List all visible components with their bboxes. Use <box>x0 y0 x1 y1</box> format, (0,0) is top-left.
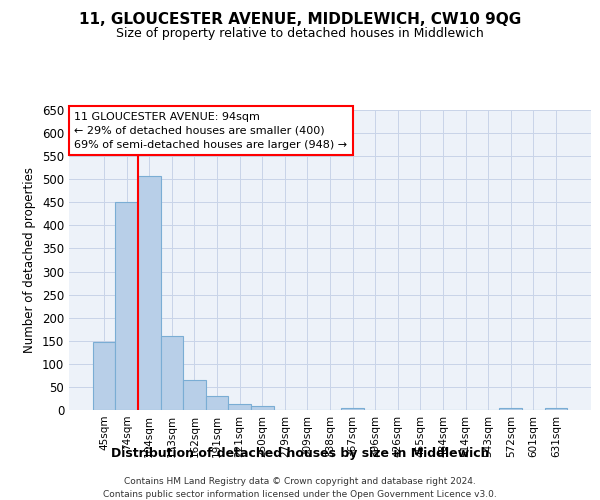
Text: Contains public sector information licensed under the Open Government Licence v3: Contains public sector information licen… <box>103 490 497 499</box>
Bar <box>499 408 522 410</box>
Bar <box>341 408 364 410</box>
Bar <box>115 202 138 410</box>
Bar <box>138 176 161 410</box>
Y-axis label: Number of detached properties: Number of detached properties <box>23 167 37 353</box>
Text: Distribution of detached houses by size in Middlewich: Distribution of detached houses by size … <box>111 448 489 460</box>
Text: 11 GLOUCESTER AVENUE: 94sqm
← 29% of detached houses are smaller (400)
69% of se: 11 GLOUCESTER AVENUE: 94sqm ← 29% of det… <box>74 112 347 150</box>
Bar <box>206 396 229 410</box>
Bar <box>183 380 206 410</box>
Bar <box>545 408 567 410</box>
Text: 11, GLOUCESTER AVENUE, MIDDLEWICH, CW10 9QG: 11, GLOUCESTER AVENUE, MIDDLEWICH, CW10 … <box>79 12 521 28</box>
Text: Size of property relative to detached houses in Middlewich: Size of property relative to detached ho… <box>116 28 484 40</box>
Bar <box>251 406 274 410</box>
Bar <box>93 342 115 410</box>
Bar <box>229 404 251 410</box>
Bar <box>161 336 183 410</box>
Text: Contains HM Land Registry data © Crown copyright and database right 2024.: Contains HM Land Registry data © Crown c… <box>124 478 476 486</box>
